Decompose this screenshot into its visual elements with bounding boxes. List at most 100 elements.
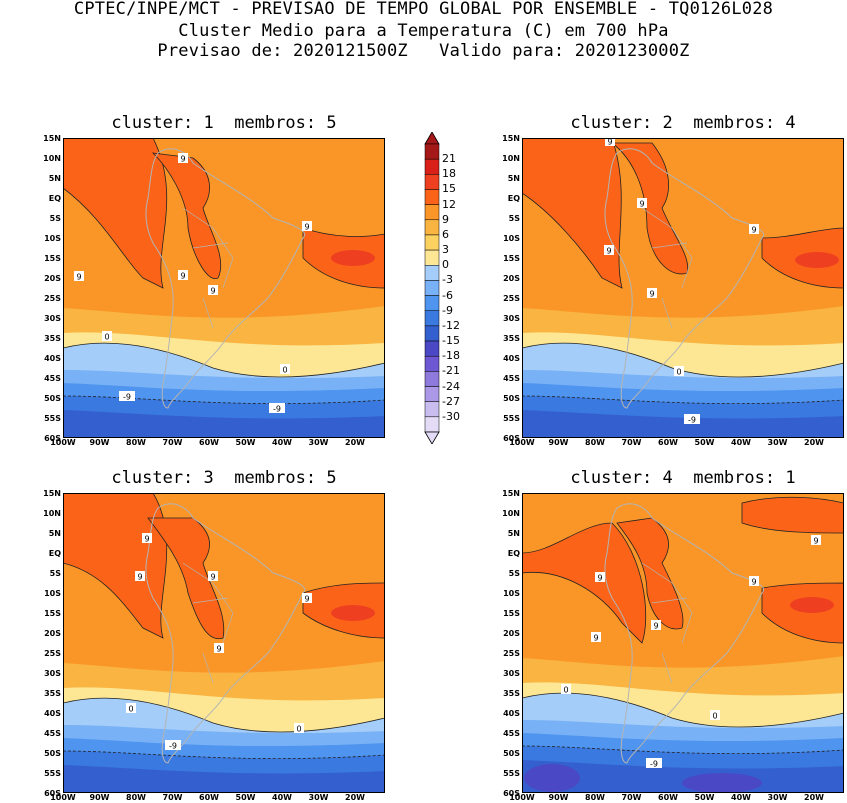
lat-tick-label: 20S (44, 274, 61, 283)
lon-tick-label: 30W (767, 793, 788, 802)
contour-label: 9 (606, 247, 611, 256)
contour-label-box (214, 643, 224, 653)
contour-label: 9 (751, 226, 756, 235)
lat-tick-label: 45S (44, 374, 61, 383)
country-borders (641, 207, 693, 329)
colorbar-tick-label: -21 (442, 364, 460, 378)
lat-tick-label: 20S (503, 629, 520, 638)
colorbar-swatch (424, 234, 440, 251)
contour-label: 9 (180, 155, 185, 164)
lon-tick-label: 90W (548, 793, 569, 802)
band-m15-m12 (63, 765, 385, 793)
contour-label: 0 (676, 368, 681, 377)
colorbar (424, 132, 440, 444)
lat-tick-label: 20S (44, 629, 61, 638)
lon-tick-label: 20W (804, 438, 824, 447)
colorbar-tick-label: -24 (442, 379, 460, 393)
contour-label: 9 (813, 537, 818, 546)
contour-label-box (749, 576, 759, 586)
contour-label: 0 (296, 725, 301, 734)
contour-label-box (674, 366, 684, 376)
lat-tick-label: 55S (44, 769, 61, 778)
contour-label-box (302, 221, 312, 231)
lon-tick-label: 50W (694, 438, 715, 447)
map-frame (522, 493, 844, 793)
lat-tick-label: 60S (44, 789, 61, 798)
lat-tick-label: 60S (503, 434, 520, 443)
lon-tick-label: 90W (89, 793, 110, 802)
contour-label: 9 (210, 287, 215, 296)
colorbar-swatch (424, 158, 440, 175)
contour-label-box (651, 620, 661, 630)
lon-tick-label: 100W (509, 793, 535, 802)
colorbar-swatch (424, 280, 440, 296)
contour-label: 9 (144, 535, 149, 544)
map-panel-1: 9 9 9 9 9 0 0 -9 -9 (63, 138, 385, 438)
lat-tick-label: 50S (503, 749, 520, 758)
colorbar-swatch (424, 295, 440, 311)
lat-tick-label: 10N (502, 154, 520, 163)
colorbar-tick-label: -6 (442, 288, 453, 302)
contour-label-box (561, 684, 571, 694)
lat-tick-label: 45S (503, 374, 520, 383)
band-12-15 (331, 250, 375, 266)
lat-tick-label: EQ (48, 549, 61, 558)
colorbar-swatch (424, 340, 440, 357)
lat-tick-label: 55S (503, 414, 520, 423)
colorbar-swatch (424, 219, 440, 236)
lat-tick-label: 25S (503, 294, 520, 303)
contour-label-box (302, 593, 312, 603)
contour-label-box (605, 138, 615, 146)
colorbar-swatch (424, 401, 440, 418)
lon-tick-label: 80W (585, 438, 605, 447)
contour-label: 9 (607, 138, 612, 147)
panel-3-title: cluster: 3 membros: 5 (111, 468, 337, 488)
header-line-2: Cluster Medio para a Temperatura (C) em … (178, 21, 669, 41)
contour-label: 9 (653, 622, 658, 631)
colorbar-swatch (424, 386, 440, 402)
colorbar-tick-label: 0 (442, 258, 449, 272)
colorbar-tick-label: -9 (442, 303, 453, 317)
contour-m9 (63, 750, 385, 759)
contour-label-box (135, 571, 145, 581)
colorbar-swatch (424, 371, 440, 387)
lat-tick-label: 10S (44, 234, 61, 243)
contour-label: 9 (180, 272, 185, 281)
lat-tick-label: 30S (44, 314, 61, 323)
colorbar-swatch (424, 325, 440, 342)
header-line-3: Previsao de: 2020121500Z Valido para: 20… (157, 41, 690, 61)
band-m15-m12 (522, 760, 844, 793)
colorbar-tick-label: -30 (442, 409, 460, 423)
contour-label: 0 (128, 705, 133, 714)
contour-label-box (126, 703, 136, 713)
lat-tick-label: 5S (49, 214, 61, 223)
country-borders (641, 562, 693, 684)
colorbar-swatch (424, 189, 440, 205)
map-panel-2: 9 9 9 9 9 0 -9 (522, 138, 844, 438)
lat-tick-label: 35S (44, 689, 61, 698)
band-m18 (524, 764, 580, 792)
contour-label-box (280, 364, 290, 374)
lat-tick-label: 50S (44, 749, 61, 758)
lon-tick-label: 40W (272, 438, 292, 447)
lon-tick-label: 60W (199, 438, 219, 447)
contour-label-box (811, 535, 821, 545)
contour-label-box (165, 740, 181, 750)
lat-tick-label: 5N (507, 174, 520, 183)
lon-tick-label: 60W (199, 793, 219, 802)
lat-tick-label: 5N (507, 529, 520, 538)
panel-4-title: cluster: 4 membros: 1 (570, 468, 796, 488)
contour-label-box (595, 572, 605, 582)
coastline (145, 148, 306, 409)
lat-tick-label: 45S (503, 729, 520, 738)
lon-tick-label: 40W (272, 793, 292, 802)
lat-tick-label: 30S (503, 314, 520, 323)
lat-tick-label: 15S (44, 609, 61, 618)
colorbar-swatch (424, 265, 440, 281)
contour-m9 (63, 395, 385, 404)
lon-tick-label: 80W (126, 793, 146, 802)
lon-tick-label: 30W (308, 438, 329, 447)
contour-label: 9 (751, 578, 756, 587)
lon-tick-label: 50W (235, 793, 256, 802)
colorbar-tick-label: -18 (442, 349, 460, 363)
